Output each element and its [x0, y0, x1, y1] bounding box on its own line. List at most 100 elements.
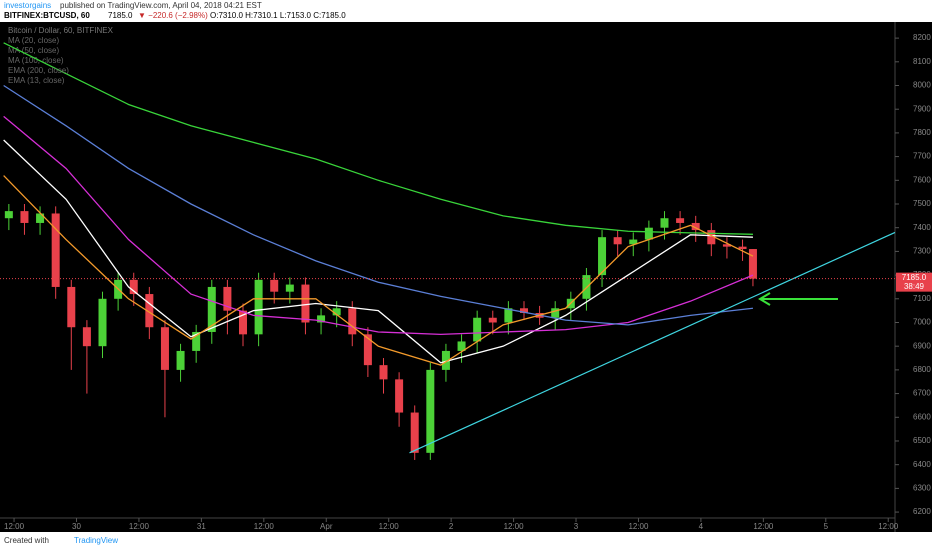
candle-body — [160, 327, 169, 370]
y-tick-label: 7700 — [913, 152, 931, 161]
ma-line — [3, 139, 753, 364]
footer-brand[interactable]: TradingView — [74, 536, 118, 545]
candle-body — [426, 369, 435, 453]
candle-body — [67, 286, 76, 328]
candle-body — [51, 213, 60, 287]
ma-line — [3, 115, 754, 335]
y-tick-label: 7600 — [913, 175, 931, 184]
legend-entry: MA (100, close) — [8, 56, 64, 65]
y-tick-label: 7300 — [913, 247, 931, 256]
candle-body — [410, 412, 419, 453]
x-tick-label: 31 — [197, 522, 206, 531]
candle-body — [223, 286, 232, 311]
candle-body — [145, 294, 154, 328]
x-tick-label: 12:00 — [254, 522, 275, 531]
candle-body — [748, 249, 757, 279]
publisher[interactable]: investorgains — [4, 1, 51, 10]
candle-body — [4, 211, 13, 219]
chart-title: Bitcoin / Dollar, 60, BITFINEX — [8, 26, 114, 35]
y-tick-label: 6300 — [913, 483, 931, 492]
candle-body — [82, 327, 91, 347]
countdown: 38:49 — [904, 282, 925, 291]
candle-body — [98, 298, 107, 347]
candle-body — [722, 244, 731, 247]
y-tick-label: 7500 — [913, 199, 931, 208]
candle-body — [363, 334, 372, 366]
ma-line — [3, 84, 754, 326]
x-tick-label: 30 — [72, 522, 81, 531]
candle-body — [129, 279, 138, 295]
price-label: 7185.0 — [902, 273, 927, 282]
x-tick-label: 12:00 — [504, 522, 525, 531]
candle-body — [36, 213, 45, 223]
candle-body — [348, 308, 357, 335]
x-tick-label: 4 — [699, 522, 704, 531]
y-tick-label: 7800 — [913, 128, 931, 137]
candle-body — [395, 379, 404, 413]
ma-line — [3, 175, 754, 366]
y-tick-label: 6900 — [913, 341, 931, 350]
candle-body — [613, 237, 622, 245]
footer-created: Created with — [4, 536, 49, 545]
candle-body — [254, 279, 263, 335]
y-tick-label: 6700 — [913, 389, 931, 398]
x-tick-label: 3 — [574, 522, 579, 531]
legend-entry: EMA (13, close) — [8, 76, 65, 85]
candle-body — [20, 211, 29, 223]
candle-body — [644, 227, 653, 240]
candle-body — [457, 341, 466, 351]
x-tick-label: 2 — [449, 522, 454, 531]
y-tick-label: 6400 — [913, 460, 931, 469]
arrow-head — [758, 292, 771, 306]
plot-bg — [0, 22, 932, 532]
candle-body — [239, 310, 248, 335]
y-tick-label: 6600 — [913, 412, 931, 421]
y-tick-label: 8000 — [913, 81, 931, 90]
published: published on TradingView.com, April 04, … — [60, 1, 262, 10]
candle-body — [332, 308, 341, 316]
symbol: BITFINEX:BTCUSD, 60 — [4, 11, 90, 20]
x-tick-label: 12:00 — [379, 522, 400, 531]
candle-body — [285, 284, 294, 292]
candle-body — [473, 317, 482, 342]
ma-line — [3, 42, 753, 235]
candle-body — [379, 365, 388, 380]
y-tick-label: 7000 — [913, 318, 931, 327]
y-tick-label: 6800 — [913, 365, 931, 374]
candle-body — [270, 279, 279, 292]
candle-body — [598, 237, 607, 276]
candle-body — [504, 308, 513, 323]
x-tick-label: 12:00 — [878, 522, 899, 531]
y-tick-label: 8100 — [913, 57, 931, 66]
x-tick-label: 12:00 — [129, 522, 150, 531]
candle-body — [301, 284, 310, 323]
ohlc: O:7310.0 H:7310.1 L:7153.0 C:7185.0 — [210, 11, 346, 20]
x-tick-label: 5 — [824, 522, 829, 531]
candle-body — [707, 230, 716, 245]
candle-body — [207, 286, 216, 332]
candle-body — [488, 317, 497, 323]
y-tick-label: 8200 — [913, 33, 931, 42]
candle-body — [519, 308, 528, 314]
candle-body — [660, 218, 669, 228]
candle-body — [441, 350, 450, 370]
candle-body — [192, 331, 201, 351]
candle-body — [676, 218, 685, 223]
y-tick-label: 6200 — [913, 507, 931, 516]
last: 7185.0 — [108, 11, 133, 20]
y-tick-label: 7100 — [913, 294, 931, 303]
trendline — [409, 231, 896, 454]
candle-body — [551, 308, 560, 318]
legend-entry: MA (20, close) — [8, 36, 59, 45]
legend-entry: EMA (200, close) — [8, 66, 69, 75]
candle-body — [317, 315, 326, 323]
price-box — [896, 272, 932, 292]
legend-entry: MA (50, close) — [8, 46, 59, 55]
candle-body — [629, 239, 638, 245]
y-tick-label: 7400 — [913, 223, 931, 232]
x-tick-label: 12:00 — [628, 522, 649, 531]
y-tick-label: 6500 — [913, 436, 931, 445]
x-tick-label: 12:00 — [753, 522, 774, 531]
